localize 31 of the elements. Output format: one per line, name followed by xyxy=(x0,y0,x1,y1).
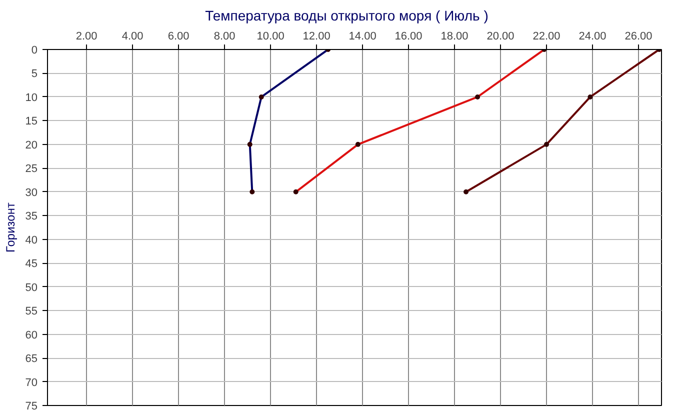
x-tick-label: 24.00 xyxy=(578,30,606,42)
x-tick-label: 12.00 xyxy=(302,30,330,42)
x-tick-label: 16.00 xyxy=(394,30,422,42)
x-tick-label: 22.00 xyxy=(532,30,560,42)
y-tick-label: 35 xyxy=(25,210,38,223)
y-tick-label: 10 xyxy=(25,92,38,104)
y-axis-title: Горизонт xyxy=(3,202,18,252)
y-tick-label: 40 xyxy=(25,234,38,246)
y-tick-label: 60 xyxy=(25,329,38,342)
x-tick-label: 20.00 xyxy=(486,30,514,42)
y-tick-label: 50 xyxy=(25,282,38,294)
x-tick-label: 18.00 xyxy=(440,30,468,42)
x-tick-label: 14.00 xyxy=(348,30,376,42)
x-tick-label: 26.00 xyxy=(624,30,652,42)
y-tick-label: 20 xyxy=(25,139,38,152)
y-tick-label: 5 xyxy=(31,68,38,80)
y-tick-label: 15 xyxy=(25,116,38,128)
y-tick-label: 65 xyxy=(25,353,38,366)
x-tick-label: 10.00 xyxy=(256,30,284,42)
y-tick-label: 30 xyxy=(25,186,38,199)
y-tick-label: 25 xyxy=(25,163,38,176)
y-tick-label: 55 xyxy=(25,306,38,318)
y-tick-label: 75 xyxy=(25,400,38,412)
chart-title: Температура воды открытого моря ( Июль ) xyxy=(205,8,488,24)
y-tick-label: 45 xyxy=(25,258,38,270)
x-tick-label: 6.00 xyxy=(168,30,190,42)
x-tick-label: 2.00 xyxy=(76,30,98,42)
x-tick-label: 4.00 xyxy=(122,30,144,42)
y-tick-label: 70 xyxy=(25,376,38,389)
x-tick-label: 8.00 xyxy=(214,30,236,42)
y-tick-label: 0 xyxy=(31,44,38,56)
